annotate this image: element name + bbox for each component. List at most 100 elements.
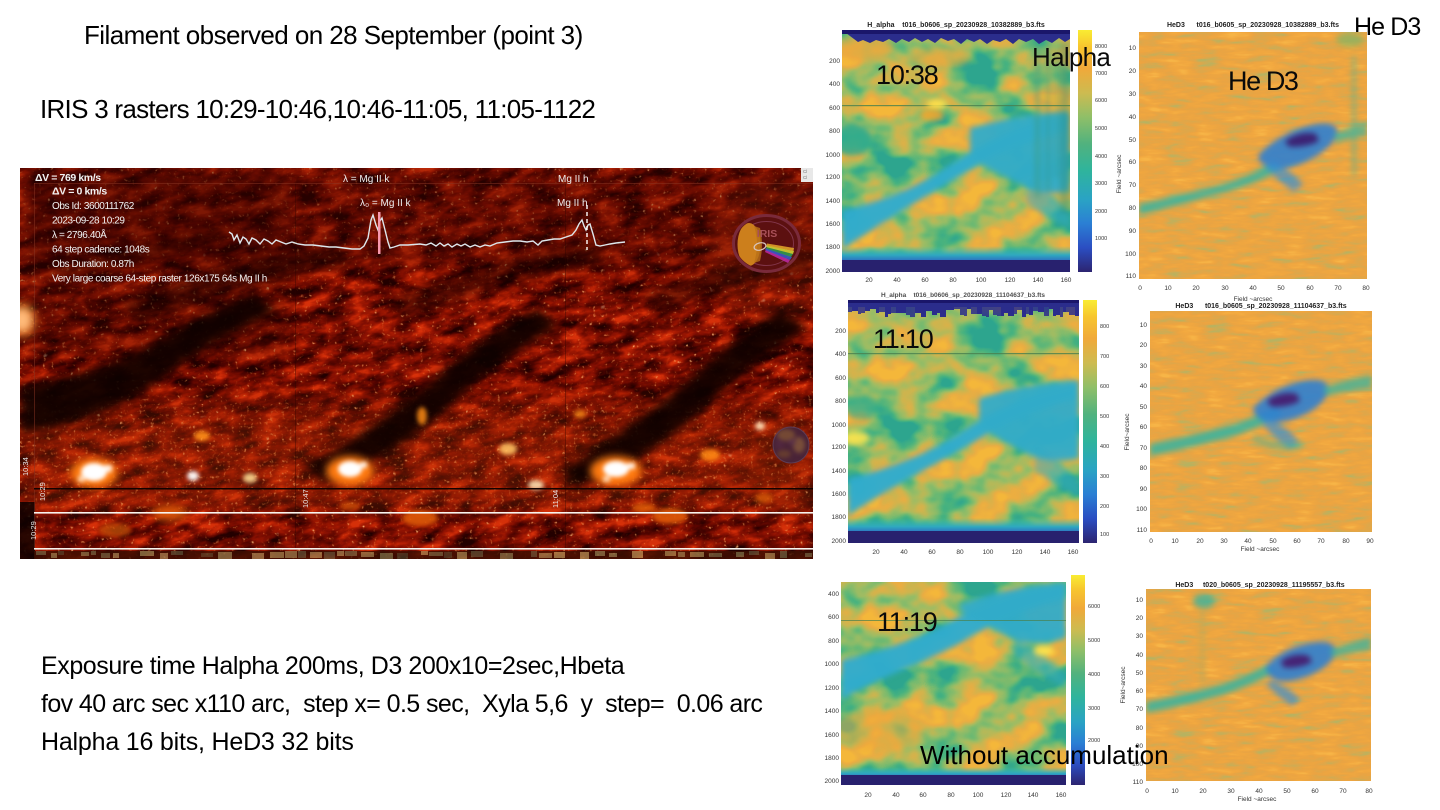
svg-text:50: 50: [1283, 788, 1291, 795]
svg-text:Cl: Cl: [803, 175, 807, 180]
svg-text:200: 200: [835, 328, 846, 335]
svg-text:100: 100: [976, 277, 987, 284]
svg-text:11:10: 11:10: [873, 324, 933, 354]
svg-text:50: 50: [1140, 404, 1148, 411]
svg-text:5000: 5000: [1095, 126, 1107, 132]
svg-text:0: 0: [1145, 788, 1149, 795]
svg-text:40: 40: [892, 792, 900, 799]
svg-text:Cl: Cl: [803, 169, 807, 174]
svg-text:2000: 2000: [826, 268, 841, 275]
svg-text:Field ~arcsec: Field ~arcsec: [1238, 796, 1278, 803]
svg-text:400: 400: [828, 591, 839, 598]
svg-text:20: 20: [1140, 342, 1148, 349]
svg-text:60: 60: [1293, 538, 1301, 545]
svg-text:10:29: 10:29: [38, 482, 47, 501]
svg-text:80: 80: [949, 277, 957, 284]
svg-text:70: 70: [1339, 788, 1347, 795]
svg-text:50: 50: [1136, 670, 1144, 677]
svg-text:160: 160: [1061, 277, 1072, 284]
svg-text:64 step cadence: 1048s: 64 step cadence: 1048s: [52, 245, 150, 256]
svg-text:20: 20: [1196, 538, 1204, 545]
svg-text:6000: 6000: [1095, 98, 1107, 104]
svg-text:40: 40: [893, 277, 901, 284]
svg-text:Field ~arcsec: Field ~arcsec: [1116, 154, 1123, 194]
svg-text:10: 10: [1164, 285, 1172, 292]
svg-text:90: 90: [1129, 228, 1137, 235]
svg-text:0: 0: [1149, 538, 1153, 545]
svg-text:110: 110: [1133, 779, 1144, 786]
svg-text:1000: 1000: [826, 152, 841, 159]
svg-text:30: 30: [1221, 285, 1229, 292]
svg-text:1600: 1600: [832, 491, 847, 498]
svg-text:40: 40: [1136, 652, 1144, 659]
svg-text:Mg II h: Mg II h: [558, 174, 589, 185]
svg-text:140: 140: [1040, 549, 1051, 556]
svg-text:70: 70: [1129, 182, 1137, 189]
svg-text:10: 10: [1129, 45, 1137, 52]
svg-text:Mg II h: Mg II h: [557, 198, 588, 209]
svg-text:120: 120: [1001, 792, 1012, 799]
svg-text:1000: 1000: [832, 422, 847, 429]
svg-text:λ₀ = Mg II k: λ₀ = Mg II k: [360, 198, 412, 209]
svg-text:3000: 3000: [1088, 706, 1100, 712]
svg-text:20: 20: [872, 549, 880, 556]
svg-text:400: 400: [835, 351, 846, 358]
svg-text:1200: 1200: [832, 444, 847, 451]
svg-text:20: 20: [1199, 788, 1207, 795]
svg-text:60: 60: [919, 792, 927, 799]
svg-text:30: 30: [1227, 788, 1235, 795]
svg-text:50: 50: [1269, 538, 1277, 545]
svg-text:10:34: 10:34: [21, 457, 30, 476]
svg-text:50: 50: [1129, 137, 1137, 144]
svg-text:Very large coarse 64-step rast: Very large coarse 64-step raster 126x175…: [52, 274, 267, 285]
svg-text:70: 70: [1136, 706, 1144, 713]
svg-text:λ = Mg II k: λ = Mg II k: [343, 174, 390, 185]
svg-text:100: 100: [1132, 761, 1143, 768]
svg-text:110: 110: [1126, 273, 1137, 280]
svg-text:20: 20: [1192, 285, 1200, 292]
svg-text:400: 400: [1100, 444, 1109, 450]
svg-text:160: 160: [1068, 549, 1079, 556]
svg-text:80: 80: [956, 549, 964, 556]
svg-text:4000: 4000: [1088, 672, 1100, 678]
svg-text:500: 500: [1100, 414, 1109, 420]
svg-text:140: 140: [1033, 277, 1044, 284]
svg-text:30: 30: [1140, 363, 1148, 370]
svg-text:80: 80: [1140, 465, 1148, 472]
svg-text:Field~arcsec: Field~arcsec: [1120, 666, 1127, 704]
svg-text:HeD3 t020_b0605_sp_2023092: HeD3 t020_b0605_sp_20230928_11195557_b3.…: [1175, 582, 1344, 589]
svg-text:10:47: 10:47: [301, 489, 310, 508]
svg-text:1000: 1000: [825, 661, 840, 668]
svg-text:ΔV = 769 km/s: ΔV = 769 km/s: [35, 172, 101, 184]
svg-text:1200: 1200: [825, 685, 840, 692]
svg-text:40: 40: [1129, 114, 1137, 121]
svg-text:Field ~arcsec: Field ~arcsec: [1234, 296, 1274, 303]
svg-text:30: 30: [1136, 633, 1144, 640]
svg-text:3000: 3000: [1095, 181, 1107, 187]
svg-text:100: 100: [1125, 251, 1136, 258]
svg-text:1400: 1400: [826, 198, 841, 205]
svg-text:10: 10: [1171, 788, 1179, 795]
svg-text:800: 800: [828, 638, 839, 645]
svg-text:600: 600: [829, 105, 840, 112]
svg-text:80: 80: [1136, 725, 1144, 732]
svg-text:H_alpha t016_b0606_sp_20230: H_alpha t016_b0606_sp_20230928_11104637_…: [881, 292, 1045, 299]
svg-text:1600: 1600: [826, 221, 841, 228]
svg-text:2000: 2000: [832, 538, 847, 545]
svg-text:70: 70: [1140, 445, 1148, 452]
svg-text:60: 60: [928, 549, 936, 556]
svg-text:HeD3 t016_b0605_sp_202309: HeD3 t016_b0605_sp_20230928_10382889_b3.…: [1167, 22, 1339, 29]
svg-text:800: 800: [1100, 324, 1109, 330]
svg-text:20: 20: [1136, 615, 1144, 622]
svg-text:1600: 1600: [825, 732, 840, 739]
svg-text:2000: 2000: [825, 778, 840, 785]
svg-text:60: 60: [1136, 688, 1144, 695]
svg-text:1800: 1800: [826, 244, 841, 251]
svg-text:8000: 8000: [1095, 44, 1107, 50]
svg-text:90: 90: [1136, 743, 1144, 750]
svg-text:Field~arcsec: Field~arcsec: [1124, 413, 1131, 451]
svg-text:400: 400: [829, 81, 840, 88]
svg-text:70: 70: [1334, 285, 1342, 292]
svg-text:Field ~arcsec: Field ~arcsec: [1241, 546, 1281, 553]
svg-text:10: 10: [1140, 322, 1148, 329]
